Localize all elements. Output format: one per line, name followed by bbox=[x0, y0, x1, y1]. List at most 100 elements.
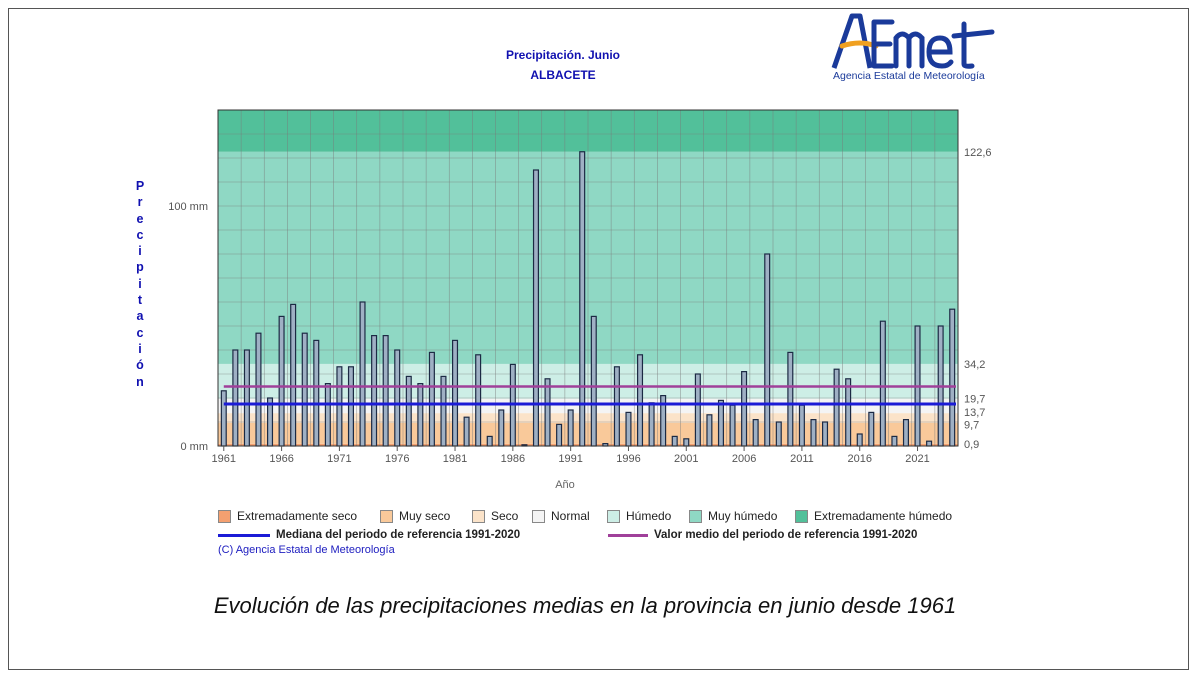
x-tick-label: 1961 bbox=[212, 453, 236, 465]
bar-2014 bbox=[833, 368, 840, 447]
legend-label: Muy seco bbox=[399, 509, 451, 523]
bar-1976 bbox=[394, 349, 401, 447]
bar-1990 bbox=[556, 423, 563, 447]
bar-1998 bbox=[648, 402, 655, 447]
bar-2005 bbox=[729, 404, 736, 447]
bar-2006 bbox=[741, 371, 748, 447]
legend-label: Muy húmedo bbox=[708, 509, 778, 523]
x-tick-label: 2001 bbox=[674, 453, 698, 465]
threshold-label: 0,9 bbox=[964, 439, 979, 451]
legend-label: Seco bbox=[491, 509, 519, 523]
legend-item: Seco bbox=[472, 509, 518, 523]
legend-item: Muy seco bbox=[380, 509, 450, 523]
legend-swatch bbox=[472, 509, 485, 523]
legend-label: Húmedo bbox=[626, 509, 672, 523]
bar-1989 bbox=[544, 378, 551, 447]
threshold-label: 13,7 bbox=[964, 407, 985, 419]
x-tick-label: 1976 bbox=[385, 453, 409, 465]
bar-1961 bbox=[220, 390, 227, 447]
bar-1966 bbox=[278, 315, 285, 447]
bar-2015 bbox=[845, 378, 852, 447]
bar-2022 bbox=[926, 440, 933, 447]
chart-subtitle: ALBACETE bbox=[530, 68, 596, 82]
median-swatch bbox=[218, 533, 270, 537]
x-tick-label: 1996 bbox=[616, 453, 640, 465]
bar-1995 bbox=[613, 366, 620, 447]
aemet-logo bbox=[831, 13, 995, 69]
x-tick-label: 1991 bbox=[558, 453, 582, 465]
legend-item: Extremadamente seco bbox=[218, 509, 357, 523]
bar-1992 bbox=[579, 151, 586, 447]
bar-1962 bbox=[232, 349, 239, 447]
mean-swatch bbox=[608, 533, 648, 537]
bar-1971 bbox=[336, 366, 343, 447]
bar-2000 bbox=[671, 435, 678, 447]
legend-item: Normal bbox=[532, 509, 590, 523]
y-tick-label: 0 mm bbox=[181, 441, 209, 453]
legend-median: Mediana del periodo de referencia 1991-2… bbox=[218, 529, 520, 541]
bar-2011 bbox=[798, 404, 805, 447]
precipitation-chart: 0 mm 100 mm 1961 1966 1971 1976 1981 1986 1991 19… bbox=[168, 109, 992, 491]
figure-caption: Evolución de las precipitaciones medias … bbox=[213, 593, 957, 618]
threshold-label: 19,7 bbox=[964, 394, 985, 406]
bar-1978 bbox=[417, 383, 424, 447]
plot-border bbox=[217, 109, 959, 447]
bar-2007 bbox=[752, 419, 759, 447]
legend-label: Extremadamente húmedo bbox=[814, 509, 953, 523]
bar-2019 bbox=[891, 435, 898, 447]
bar-1997 bbox=[637, 354, 644, 447]
legend-swatch bbox=[532, 509, 545, 523]
bar-1985 bbox=[498, 409, 505, 447]
bar-1964 bbox=[255, 332, 262, 447]
legend-swatch bbox=[689, 509, 702, 523]
bar-1975 bbox=[382, 335, 389, 447]
threshold-label: 122,6 bbox=[964, 147, 992, 159]
legend-item: Húmedo bbox=[607, 509, 671, 523]
legend-swatch bbox=[795, 509, 808, 523]
bar-2003 bbox=[706, 414, 713, 447]
x-tick-label: 1971 bbox=[327, 453, 351, 465]
x-tick-label: 2021 bbox=[905, 453, 929, 465]
bar-2012 bbox=[810, 419, 817, 447]
bar-1991 bbox=[567, 409, 574, 447]
x-tick-label: 2011 bbox=[790, 453, 814, 465]
y-tick-label: 100 mm bbox=[168, 201, 208, 213]
legend-median-label: Mediana del periodo de referencia 1991-2… bbox=[276, 529, 521, 541]
bar-2002 bbox=[694, 373, 701, 447]
bar-2004 bbox=[717, 399, 724, 447]
bar-2010 bbox=[787, 351, 794, 447]
x-axis-label: Año bbox=[555, 479, 575, 491]
bar-2017 bbox=[868, 411, 875, 447]
bar-1993 bbox=[590, 315, 597, 447]
copyright-text: (C) Agencia Estatal de Meteorología bbox=[218, 544, 395, 556]
chart-title: Precipitación. Junio bbox=[505, 48, 621, 62]
bar-2016 bbox=[856, 433, 863, 447]
legend-mean-label: Valor medio del periodo de referencia 19… bbox=[654, 529, 918, 541]
bar-1973 bbox=[359, 301, 366, 447]
legend-swatch bbox=[607, 509, 620, 523]
x-tick-label: 1966 bbox=[269, 453, 293, 465]
threshold-label: 9,7 bbox=[964, 420, 979, 432]
bar-1968 bbox=[301, 332, 308, 447]
bar-1972 bbox=[347, 366, 354, 447]
threshold-label: 34,2 bbox=[964, 359, 985, 371]
logo-agency-name: Agencia Estatal de Meteorología bbox=[833, 70, 985, 82]
x-tick-label: 1986 bbox=[501, 453, 525, 465]
bar-1970 bbox=[324, 383, 331, 447]
legend-item: Extremadamente húmedo bbox=[795, 509, 952, 523]
bar-1963 bbox=[243, 349, 250, 447]
bar-1981 bbox=[452, 339, 459, 447]
x-tick-label: 2006 bbox=[732, 453, 756, 465]
bar-1996 bbox=[625, 411, 632, 447]
bar-1984 bbox=[486, 435, 493, 447]
legend-item: Muy húmedo bbox=[689, 509, 777, 523]
x-tick-label: 2016 bbox=[847, 453, 871, 465]
bar-1982 bbox=[463, 416, 470, 447]
bar-2008 bbox=[764, 253, 771, 447]
legend-label: Extremadamente seco bbox=[237, 509, 358, 523]
bar-2009 bbox=[775, 421, 782, 447]
bar-1974 bbox=[371, 335, 378, 447]
bar-1979 bbox=[428, 351, 435, 447]
bar-1969 bbox=[313, 339, 320, 447]
bar-1983 bbox=[475, 354, 482, 447]
